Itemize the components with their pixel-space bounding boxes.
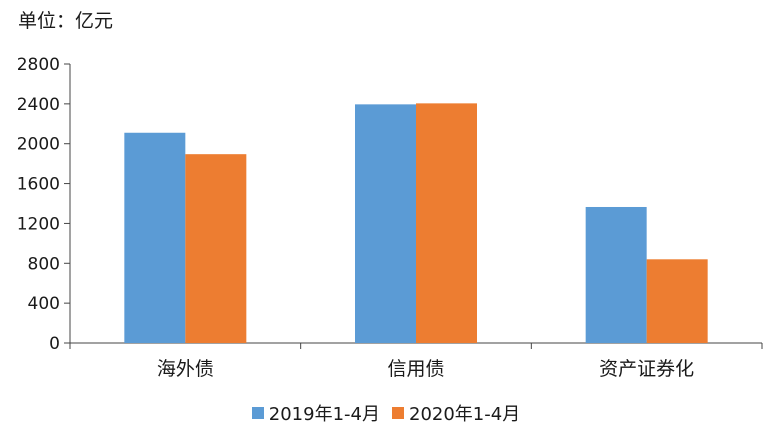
bar-1-3: [585, 206, 647, 343]
category-label: 资产证券化: [599, 358, 694, 380]
category-label: 海外债: [157, 358, 214, 380]
y-tick-label: 1200: [17, 214, 60, 234]
category-label: 信用债: [387, 358, 444, 380]
bar-chart: 0 400 800 1200 1600 2000 2400 2800 海外债 信用债 资产证券化: [17, 55, 763, 380]
legend-item-2: 2020年1-4月: [392, 400, 520, 426]
bar-2-3: [646, 259, 708, 343]
y-tick-label: 400: [28, 294, 60, 314]
legend-label: 2019年1-4月: [268, 404, 380, 425]
unit-label: 单位：亿元: [18, 10, 114, 32]
legend-label: 2020年1-4月: [409, 404, 521, 425]
y-tick-label: 2000: [17, 135, 60, 155]
legend: 2019年1-4月 2020年1-4月: [0, 400, 772, 426]
y-tick-label: 800: [28, 254, 60, 274]
bar-1-2: [355, 104, 416, 344]
legend-swatch: [392, 407, 404, 419]
y-tick-label: 1600: [17, 175, 60, 195]
legend-item-1: 2019年1-4月: [251, 400, 380, 426]
bar-2-2: [416, 103, 477, 344]
y-tick-label: 2400: [17, 95, 60, 115]
bar-2-1: [185, 154, 247, 343]
bar-1-1: [124, 132, 186, 343]
y-tick-label: 0: [49, 334, 60, 354]
legend-swatch: [251, 407, 264, 419]
y-tick-label: 2800: [17, 55, 60, 75]
